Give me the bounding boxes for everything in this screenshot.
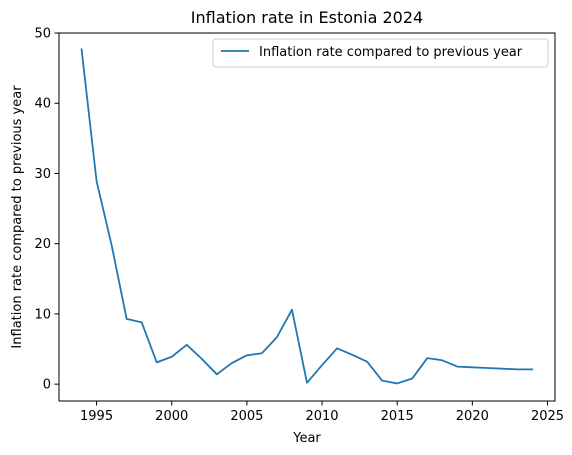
data-point-2020 [471,366,473,368]
data-point-2021 [486,367,488,369]
x-tick-label-2025: 2025 [531,409,564,424]
data-point-2009 [306,382,308,384]
y-axis-label: Inflation rate compared to previous year [10,85,25,349]
data-point-2005 [246,354,248,356]
data-point-2001 [186,344,188,346]
chart-title: Inflation rate in Estonia 2024 [191,8,423,27]
data-point-2014 [381,379,383,381]
data-point-2003 [216,373,218,375]
x-tick-label-2000: 2000 [155,409,188,424]
data-point-2007 [276,336,278,338]
axes-frame [58,32,556,402]
y-axis: 0 10 20 30 40 50 [34,27,59,393]
data-point-1997 [125,318,127,320]
x-tick-label-2010: 2010 [305,409,338,424]
data-point-1994 [80,48,82,50]
data-point-2023 [516,368,518,370]
data-point-2022 [501,367,503,369]
y-tick-label-50: 50 [34,27,51,42]
data-point-2008 [291,309,293,311]
y-tick-label-40: 40 [34,97,51,112]
data-point-2018 [441,359,443,361]
data-point-1999 [156,361,158,363]
data-point-2016 [411,377,413,379]
legend: Inflation rate compared to previous year [212,38,549,68]
plot-area [80,48,534,385]
data-point-1996 [110,244,112,246]
data-point-2017 [426,357,428,359]
data-point-2002 [201,358,203,360]
x-axis-label: Year [292,431,321,446]
data-point-2006 [261,352,263,354]
legend-box [212,38,549,68]
data-point-1995 [95,180,97,182]
data-point-2012 [351,353,353,355]
data-point-2000 [171,356,173,358]
y-tick-label-20: 20 [34,237,51,252]
data-point-2011 [336,347,338,349]
x-tick-label-1995: 1995 [80,409,113,424]
y-tick-label-10: 10 [34,307,51,322]
data-point-2015 [396,382,398,384]
series-line-0 [80,48,534,385]
data-point-2024 [531,368,533,370]
data-point-1998 [140,321,142,323]
data-point-2010 [321,364,323,366]
x-axis: 1995 2000 2005 2010 2015 2020 2025 [80,401,564,424]
legend-label: Inflation rate compared to previous year [259,45,523,60]
x-tick-label-2015: 2015 [381,409,414,424]
y-tick-label-30: 30 [34,167,51,182]
x-tick-label-2020: 2020 [456,409,489,424]
y-tick-label-0: 0 [43,378,51,393]
data-point-2013 [366,360,368,362]
data-point-2004 [231,362,233,364]
data-point-2019 [456,365,458,367]
x-tick-label-2005: 2005 [230,409,263,424]
